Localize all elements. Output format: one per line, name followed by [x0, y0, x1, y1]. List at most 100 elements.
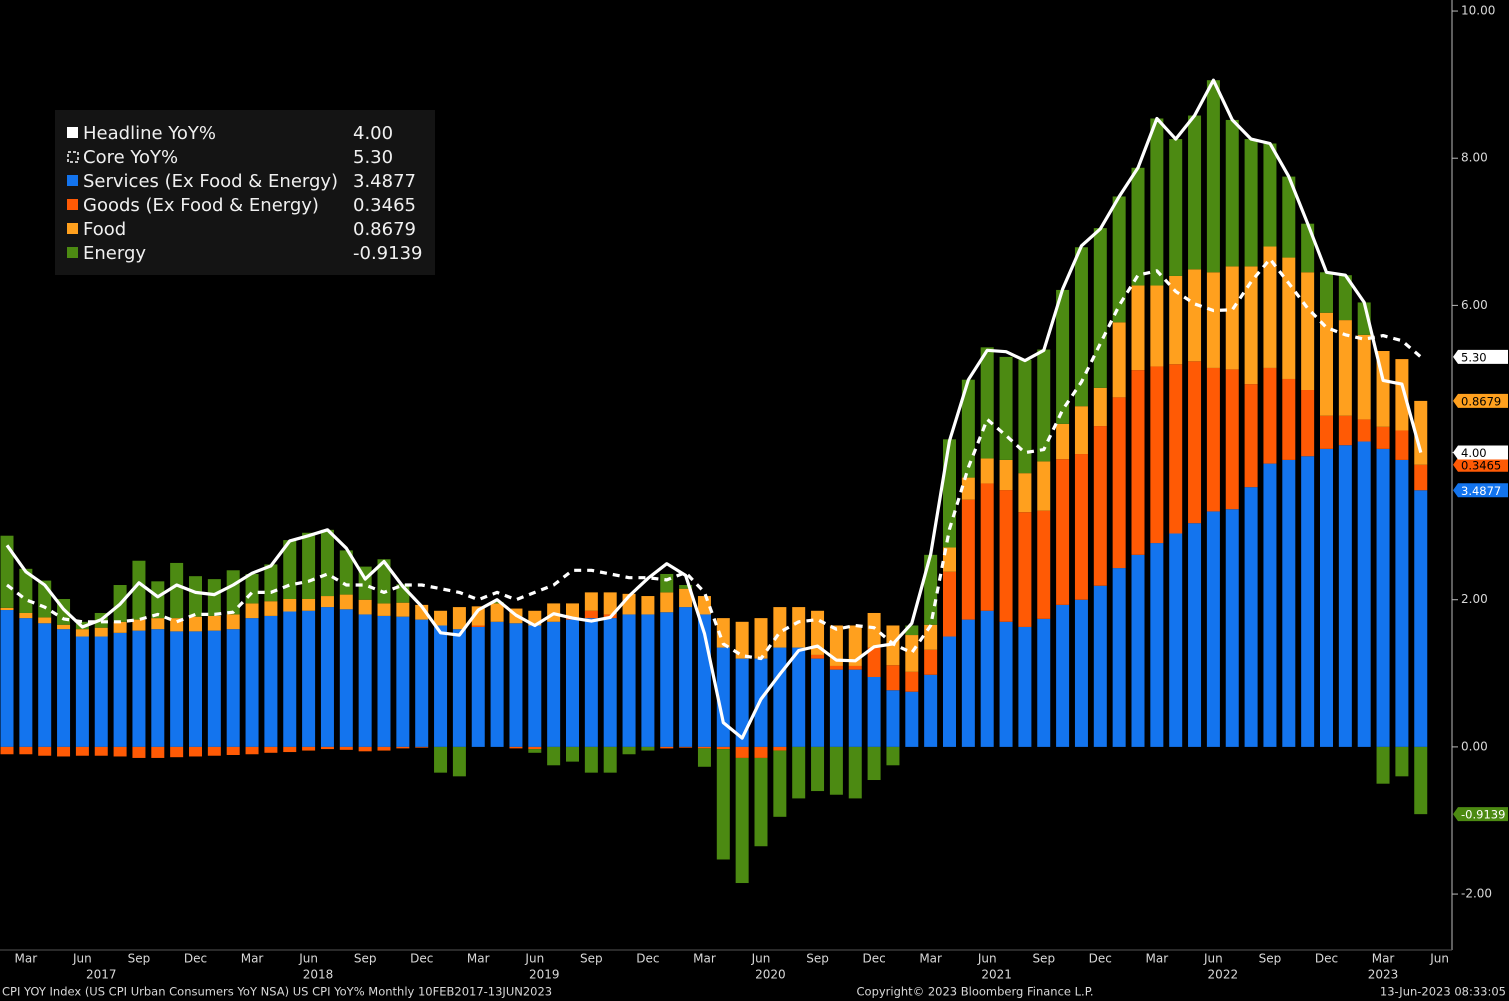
- x-tick-label: Jun: [1429, 952, 1449, 966]
- legend-marker: [67, 199, 78, 210]
- bar-segment: [452, 629, 466, 747]
- bar-segment: [1357, 441, 1371, 747]
- bar-segment: [151, 746, 165, 758]
- bar-segment: [189, 631, 202, 747]
- bar-segment: [113, 621, 127, 633]
- legend-marker: [67, 247, 78, 258]
- bar-segment: [1188, 115, 1202, 270]
- value-badge-label: 4.00: [1461, 446, 1487, 460]
- bar-segment: [848, 669, 862, 747]
- bar-segment: [471, 626, 485, 747]
- year-label: 2021: [981, 968, 1012, 982]
- bar-segment: [566, 619, 579, 747]
- x-tick-label: Sep: [1032, 952, 1055, 966]
- legend-label: Food: [83, 219, 126, 240]
- legend-value: -0.9139: [353, 243, 422, 264]
- bar-segment: [622, 614, 636, 747]
- y-tick-label: 6.00: [1461, 298, 1488, 312]
- bar-segment: [396, 746, 410, 749]
- bar-segment: [245, 618, 259, 747]
- bar-segment: [697, 748, 711, 767]
- year-label: 2018: [303, 968, 334, 982]
- bar-segment: [1018, 473, 1032, 513]
- bar-segment: [886, 690, 900, 747]
- bar-segment: [980, 347, 994, 459]
- bar-segment: [396, 616, 410, 747]
- x-tick-label: Jun: [1203, 952, 1223, 966]
- x-tick-label: Mar: [693, 952, 716, 966]
- value-badge-label: 0.3465: [1461, 458, 1501, 472]
- bar-segment: [924, 554, 938, 625]
- bar-segment: [245, 573, 259, 604]
- bar-segment: [1112, 568, 1126, 747]
- value-badge: [1453, 483, 1508, 498]
- bar-segment: [1206, 367, 1220, 512]
- bar-segment: [151, 581, 165, 619]
- bar-segment: [905, 635, 919, 672]
- bar-segment: [1263, 246, 1277, 368]
- x-tick-label: Jun: [72, 952, 92, 966]
- bar-segment: [264, 601, 278, 616]
- bar-segment: [0, 610, 14, 747]
- x-tick-label: Jun: [751, 952, 771, 966]
- bar-segment: [283, 540, 297, 599]
- bar-segment: [226, 570, 240, 615]
- bar-segment: [1093, 426, 1107, 586]
- bar-segment: [320, 607, 334, 747]
- bar-segment: [1018, 359, 1032, 474]
- bar-segment: [886, 746, 900, 766]
- bar-segment: [1206, 272, 1220, 368]
- legend-value: 0.3465: [353, 195, 416, 216]
- bar-segment: [1074, 406, 1088, 455]
- bar-segment: [867, 612, 881, 648]
- bar-segment: [1112, 397, 1126, 569]
- bar-segment: [547, 621, 561, 747]
- bar-segment: [1301, 272, 1315, 391]
- x-tick-label: Mar: [1146, 952, 1169, 966]
- bar-segment: [584, 610, 598, 619]
- bar-segment: [113, 746, 127, 757]
- bar-segment: [1244, 487, 1258, 747]
- bar-segment: [773, 746, 787, 751]
- bar-segment: [490, 603, 504, 622]
- bar-segment: [716, 647, 730, 747]
- bar-segment: [1395, 430, 1409, 460]
- bar-segment: [1093, 228, 1107, 388]
- bar-segment: [848, 625, 862, 666]
- bar-segment: [1056, 604, 1070, 747]
- bar-segment: [1131, 370, 1145, 555]
- bar-segment: [1414, 746, 1428, 815]
- bar-segment: [132, 746, 146, 758]
- bar-segment: [716, 749, 730, 860]
- bar-segment: [1244, 266, 1258, 385]
- x-tick-label: Dec: [410, 952, 433, 966]
- bar-segment: [283, 598, 297, 612]
- footer-copyright: Copyright© 2023 Bloomberg Finance L.P.: [857, 985, 1094, 999]
- year-label: 2019: [529, 968, 560, 982]
- bar-segment: [1037, 349, 1051, 462]
- bar-segment: [434, 746, 448, 773]
- bar-segment: [1282, 176, 1296, 258]
- bar-segment: [1037, 461, 1051, 511]
- line-series: [6, 257, 1422, 661]
- legend-value: 3.4877: [353, 171, 416, 192]
- bar-segment: [377, 603, 391, 616]
- bar-segment: [735, 746, 749, 758]
- bar-segment: [509, 623, 523, 747]
- bar-segment: [886, 665, 900, 691]
- bar-segment: [1225, 369, 1239, 510]
- x-tick-label: Mar: [467, 952, 490, 966]
- legend-label: Core YoY%: [83, 147, 178, 168]
- bar-segment: [735, 757, 749, 884]
- bar-segment: [151, 629, 165, 747]
- bar-segment: [471, 606, 485, 626]
- bar-segment: [980, 458, 994, 484]
- footer-source: CPI YOY Index (US CPI Urban Consumers Yo…: [2, 985, 552, 999]
- bar-segment: [660, 573, 674, 593]
- bar-segment: [226, 614, 240, 630]
- bar-segment: [811, 654, 825, 659]
- bar-segment: [1244, 139, 1258, 267]
- bar-segment: [584, 618, 598, 747]
- bar-segment: [1150, 118, 1164, 286]
